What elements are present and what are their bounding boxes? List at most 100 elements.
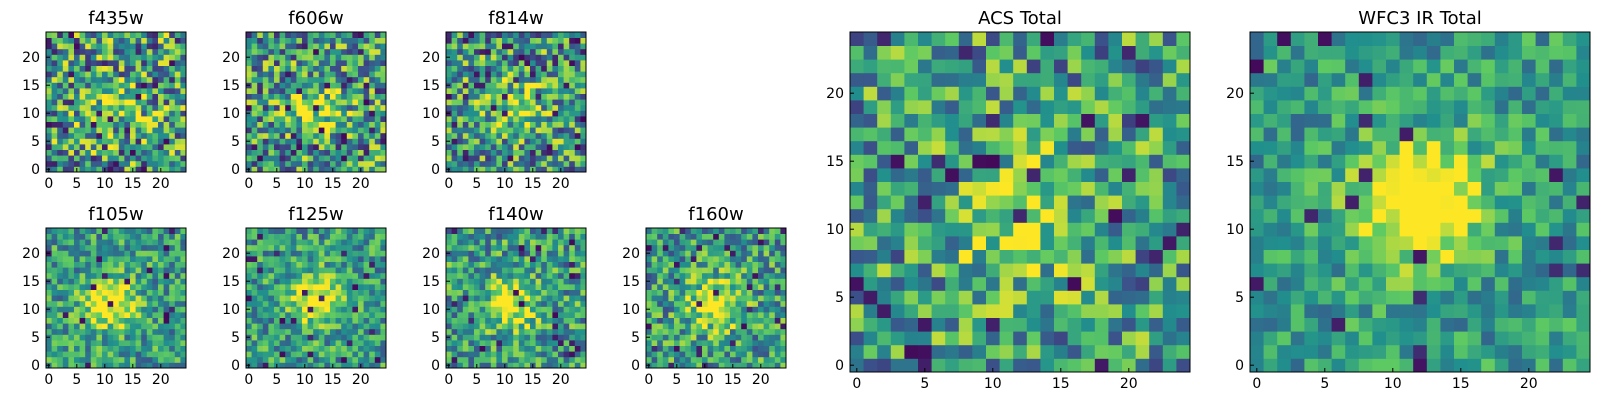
- heatmap-cell: [85, 328, 92, 335]
- heatmap-cell: [296, 356, 303, 363]
- heatmap-cell: [707, 278, 714, 285]
- heatmap-cell: [502, 160, 508, 167]
- heatmap-cell: [752, 345, 759, 352]
- heatmap-cell: [563, 76, 570, 83]
- heatmap-cell: [307, 65, 314, 72]
- heatmap-cell: [369, 76, 376, 83]
- heatmap-cell: [62, 356, 69, 363]
- heatmap-cell: [657, 261, 664, 268]
- heatmap-cell: [302, 295, 308, 302]
- heatmap-cell: [68, 43, 75, 50]
- heatmap-cell: [518, 340, 525, 346]
- heatmap-cell: [313, 160, 320, 167]
- heatmap-cell: [335, 300, 342, 307]
- heatmap-cell: [580, 132, 587, 139]
- heatmap-cell: [57, 127, 64, 134]
- heatmap-cell: [524, 323, 531, 330]
- heatmap-cell: [324, 340, 331, 346]
- heatmap-cell: [507, 272, 514, 279]
- heatmap-cell: [307, 267, 314, 274]
- heatmap-cell: [1067, 140, 1082, 155]
- heatmap-cell: [146, 88, 153, 94]
- heatmap-cell: [558, 82, 564, 89]
- heatmap-cell: [530, 312, 536, 318]
- heatmap-cell: [279, 104, 286, 111]
- y-tick-label: 20: [222, 50, 240, 66]
- heatmap-cell: [262, 155, 269, 162]
- heatmap-cell: [146, 166, 153, 173]
- heatmap-cell: [931, 222, 946, 237]
- heatmap-cell: [324, 54, 331, 61]
- heatmap-cell: [262, 256, 269, 262]
- heatmap-cell: [769, 239, 776, 246]
- heatmap-cell: [135, 54, 142, 61]
- heatmap-cell: [530, 149, 536, 156]
- heatmap-cell: [279, 272, 286, 279]
- heatmap-cell: [85, 88, 92, 94]
- heatmap-cell: [369, 144, 376, 150]
- heatmap-cell: [763, 250, 770, 257]
- heatmap-cell: [369, 244, 376, 251]
- heatmap-cell: [541, 48, 548, 55]
- heatmap-cell: [246, 312, 252, 318]
- heatmap-cell: [490, 132, 497, 139]
- heatmap-cell: [102, 334, 108, 341]
- heatmap-cell: [130, 121, 136, 128]
- heatmap-cell: [999, 195, 1014, 210]
- heatmap-cell: [780, 284, 787, 290]
- heatmap-cell: [541, 144, 548, 150]
- heatmap-cell: [490, 82, 497, 89]
- heatmap-cell: [485, 37, 492, 44]
- heatmap-cell: [290, 317, 297, 324]
- heatmap-cell: [79, 306, 86, 313]
- heatmap-cell: [363, 65, 370, 72]
- heatmap-cell: [158, 328, 164, 335]
- heatmap-cell: [118, 160, 125, 167]
- heatmap-cell: [774, 272, 781, 279]
- heatmap-cell: [51, 300, 58, 307]
- heatmap-cell: [346, 261, 353, 268]
- heatmap-cell: [79, 160, 86, 167]
- heatmap-cell: [169, 362, 176, 369]
- heatmap-cell: [130, 334, 136, 341]
- heatmap-cell: [335, 244, 342, 251]
- heatmap-cell: [707, 306, 714, 313]
- heatmap-cell: [752, 233, 759, 240]
- heatmap-cell: [307, 110, 314, 117]
- heatmap-cell: [702, 278, 708, 285]
- heatmap-cell: [1149, 154, 1164, 169]
- heatmap-cell: [696, 239, 703, 246]
- heatmap-cell: [746, 317, 753, 324]
- heatmap-cell: [457, 144, 464, 150]
- heatmap-cell: [130, 228, 136, 234]
- heatmap-cell: [262, 110, 269, 117]
- heatmap-cell: [558, 93, 564, 100]
- heatmap-cell: [85, 110, 92, 117]
- heatmap-cell: [646, 239, 652, 246]
- heatmap-cell: [1054, 358, 1068, 373]
- heatmap-cell: [685, 345, 692, 352]
- heatmap-cell: [118, 272, 125, 279]
- heatmap-cell: [135, 334, 142, 341]
- heatmap-cell: [68, 71, 75, 78]
- heatmap-cell: [251, 54, 258, 61]
- heatmap-cell: [380, 300, 387, 307]
- heatmap-cell: [335, 166, 342, 173]
- heatmap-cell: [285, 54, 292, 61]
- heatmap-cell: [468, 362, 475, 369]
- heatmap-cell: [96, 256, 103, 262]
- heatmap-cell: [296, 76, 303, 83]
- heatmap-cell: [251, 362, 258, 369]
- heatmap-cell: [79, 312, 86, 318]
- heatmap-cell: [318, 116, 325, 122]
- heatmap-cell: [257, 121, 264, 128]
- heatmap-cell: [330, 256, 336, 262]
- heatmap-cell: [451, 272, 458, 279]
- heatmap-cell: [346, 362, 353, 369]
- heatmap-cell: [485, 82, 492, 89]
- heatmap-cell: [318, 261, 325, 268]
- heatmap-cell: [369, 132, 376, 139]
- heatmap-cell: [1176, 290, 1191, 305]
- y-tick-label: 10: [622, 302, 640, 318]
- heatmap-cell: [180, 93, 187, 100]
